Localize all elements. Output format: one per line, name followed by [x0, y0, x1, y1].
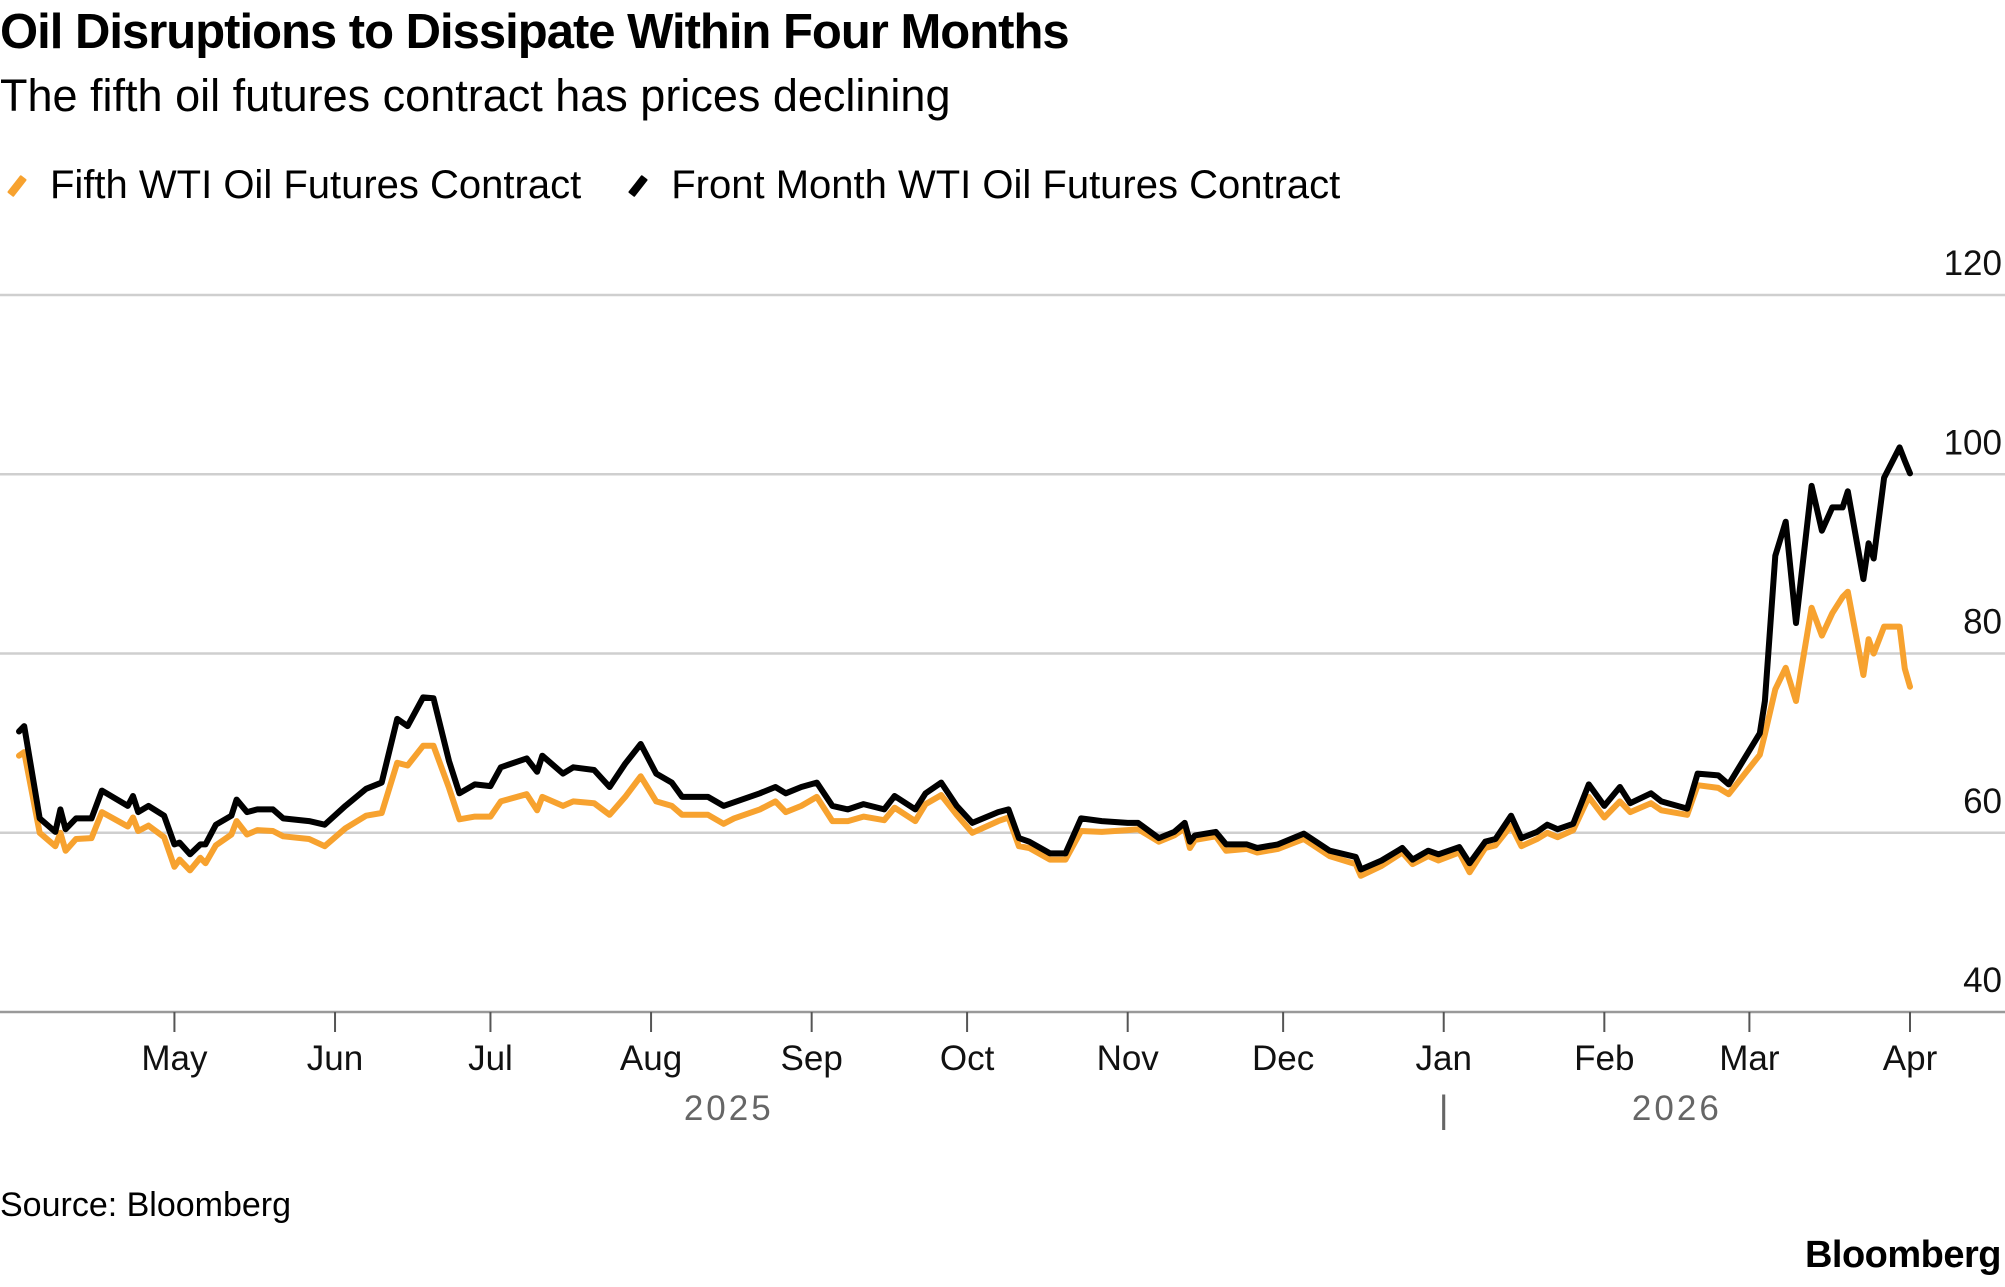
series-line-fifth-contract — [16, 588, 1913, 879]
legend-item-fifth: Fifth WTI Oil Futures Contract — [0, 163, 581, 208]
chart-subtitle: The fifth oil futures contract has price… — [0, 70, 951, 121]
y-tick-label-60: 60 — [1963, 782, 2002, 821]
x-tick-label-May: May — [141, 1039, 208, 1078]
x-tick-label-Dec: Dec — [1252, 1039, 1314, 1078]
legend: Fifth WTI Oil Futures Contract Front Mon… — [0, 163, 1380, 208]
year-separator: | — [1439, 1089, 1449, 1131]
legend-item-front: Front Month WTI Oil Futures Contract — [621, 163, 1340, 208]
y-tick-label-120: 120 — [1944, 244, 2002, 283]
x-tick-label-Jan: Jan — [1416, 1039, 1472, 1078]
y-tick-label-80: 80 — [1963, 603, 2002, 642]
chart-title: Oil Disruptions to Dissipate Within Four… — [0, 5, 1070, 59]
source-note: Source: Bloomberg — [0, 1186, 292, 1224]
year-label-2025: 2025 — [684, 1089, 774, 1128]
x-tick-label-Apr: Apr — [1883, 1039, 1938, 1078]
x-tick-label-Jul: Jul — [468, 1039, 513, 1078]
legend-label-front: Front Month WTI Oil Futures Contract — [671, 163, 1341, 207]
y-tick-label-100: 100 — [1944, 423, 2002, 462]
x-tick-label-Feb: Feb — [1574, 1039, 1634, 1078]
x-tick-label-Sep: Sep — [781, 1039, 843, 1078]
x-tick-label-Aug: Aug — [620, 1039, 682, 1078]
y-tick-label-40: 40 — [1963, 961, 2002, 1000]
bloomberg-logo: Bloomberg — [1804, 1234, 2002, 1276]
x-tick-label-Nov: Nov — [1097, 1039, 1160, 1078]
x-tick-label-Oct: Oct — [940, 1039, 995, 1078]
x-tick-label-Jun: Jun — [307, 1039, 363, 1078]
year-label-2026: 2026 — [1632, 1089, 1722, 1128]
x-tick-label-Mar: Mar — [1719, 1039, 1780, 1078]
legend-label-fifth: Fifth WTI Oil Futures Contract — [50, 163, 582, 207]
series-line-front-month — [16, 444, 1913, 873]
